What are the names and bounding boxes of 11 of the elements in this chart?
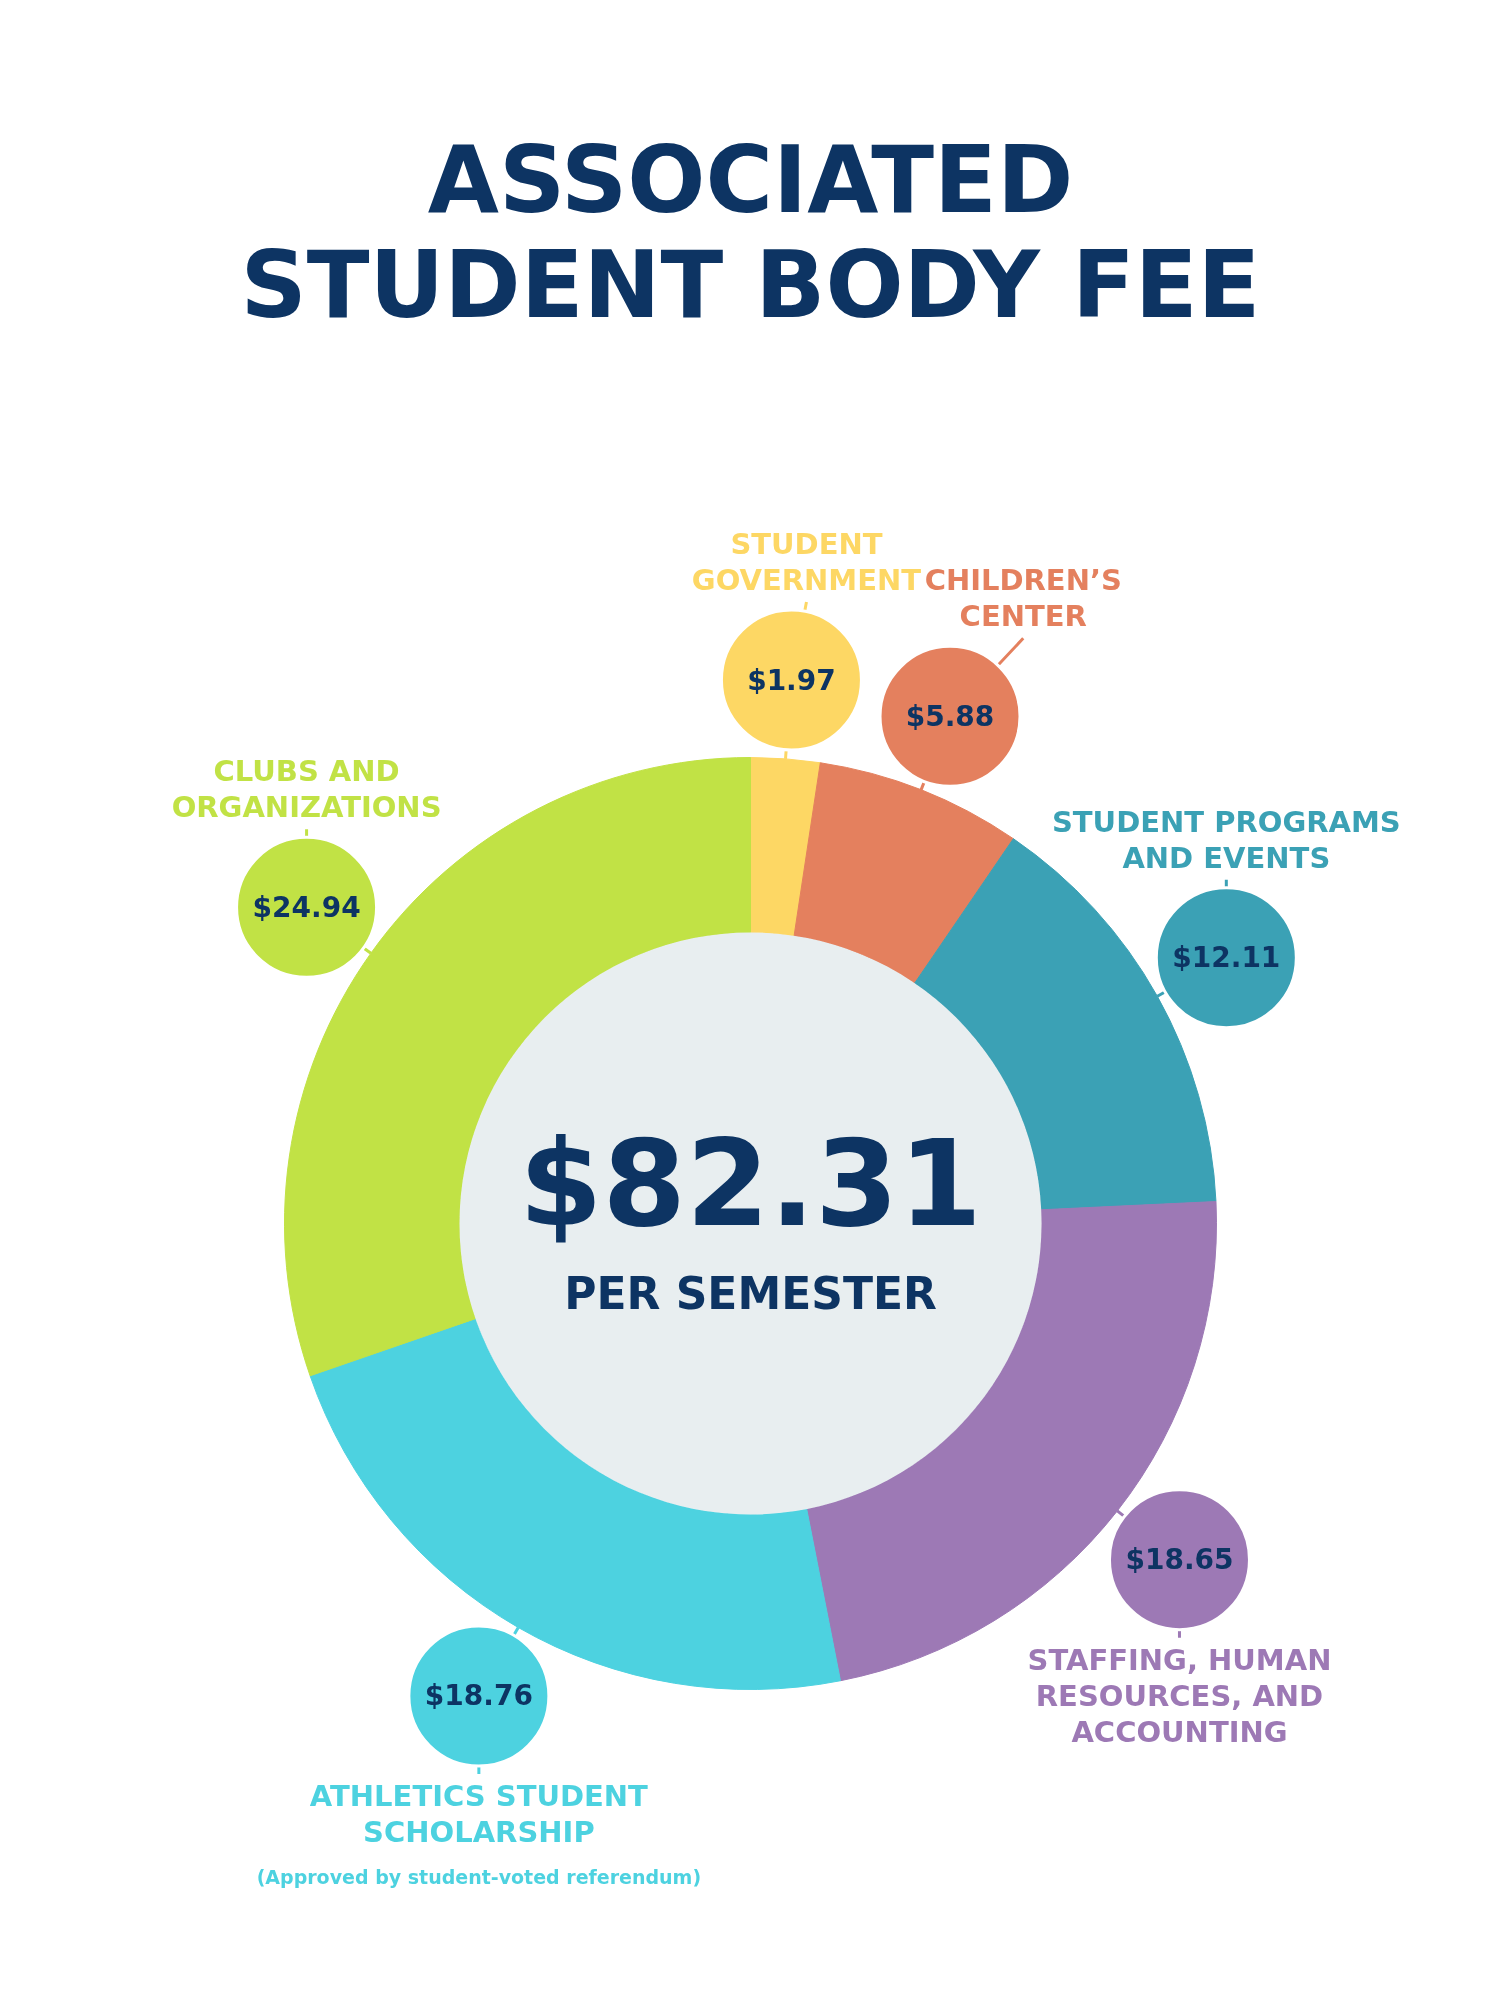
slice-label: STUDENT GOVERNMENT: [691, 527, 922, 598]
slice-label: STAFFING, HUMAN RESOURCES, AND ACCOUNTING: [1027, 1642, 1332, 1749]
slice-label: ATHLETICS STUDENT SCHOLARSHIP: [309, 1778, 649, 1849]
data-label: $1.97: [747, 663, 836, 697]
text: $82.31: [518, 1114, 983, 1253]
slice-label: CHILDREN’S CENTER: [924, 563, 1122, 634]
slice-label: STUDENT PROGRAMS AND EVENTS: [1051, 804, 1401, 875]
chart-title: ASSOCIATED STUDENT BODY FEE: [240, 127, 1261, 339]
text: PER SEMESTER: [564, 1268, 937, 1319]
text: (Approved by student-voted referendum): [256, 1865, 702, 1888]
slice-label: CLUBS AND ORGANIZATIONS: [171, 754, 442, 825]
